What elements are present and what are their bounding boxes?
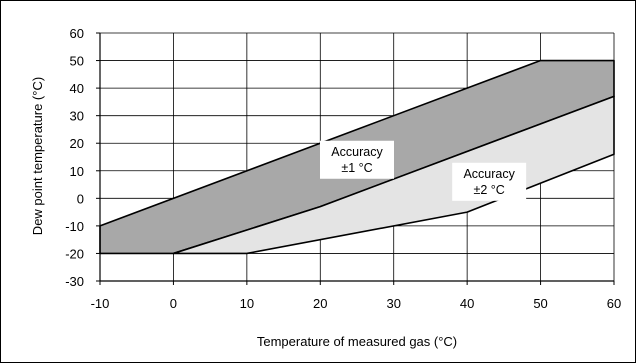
x-tick-label: 50 — [533, 296, 547, 311]
y-axis-label: Dew point temperature (°C) — [30, 77, 45, 235]
annotation-box — [320, 140, 394, 179]
x-tick-label: 20 — [313, 296, 327, 311]
annotation-box — [452, 162, 527, 201]
annotation-text: Accuracy — [331, 145, 383, 159]
x-tick-label: 0 — [170, 296, 177, 311]
y-tick-label: 60 — [70, 26, 84, 41]
y-tick-label: -30 — [65, 274, 84, 289]
tick-labels: -10 0 10 20 30 40 50 60 -30 -20 -10 0 10 20 30 40 50 60 — [65, 26, 621, 311]
y-tick-label: 0 — [77, 191, 84, 206]
y-tick-label: 40 — [70, 81, 84, 96]
annotation-text: Accuracy — [463, 167, 515, 181]
x-axis-label: Temperature of measured gas (°C) — [257, 334, 457, 349]
y-tick-label: 10 — [70, 164, 84, 179]
y-tick-label: -10 — [65, 219, 84, 234]
annotation-text: ±2 °C — [474, 183, 505, 197]
x-tick-label: 10 — [240, 296, 254, 311]
x-tick-label: 40 — [460, 296, 474, 311]
annotations: Accuracy ±1 °C Accuracy ±2 °C — [320, 140, 527, 201]
y-tick-label: 20 — [70, 136, 84, 151]
y-tick-label: -20 — [65, 246, 84, 261]
x-tick-label: 60 — [607, 296, 621, 311]
y-tick-label: 50 — [70, 54, 84, 69]
x-tick-label: -10 — [91, 296, 110, 311]
axes — [96, 32, 615, 285]
y-tick-label: 30 — [70, 109, 84, 124]
annotation-text: ±1 °C — [341, 161, 372, 175]
x-tick-label: 30 — [386, 296, 400, 311]
